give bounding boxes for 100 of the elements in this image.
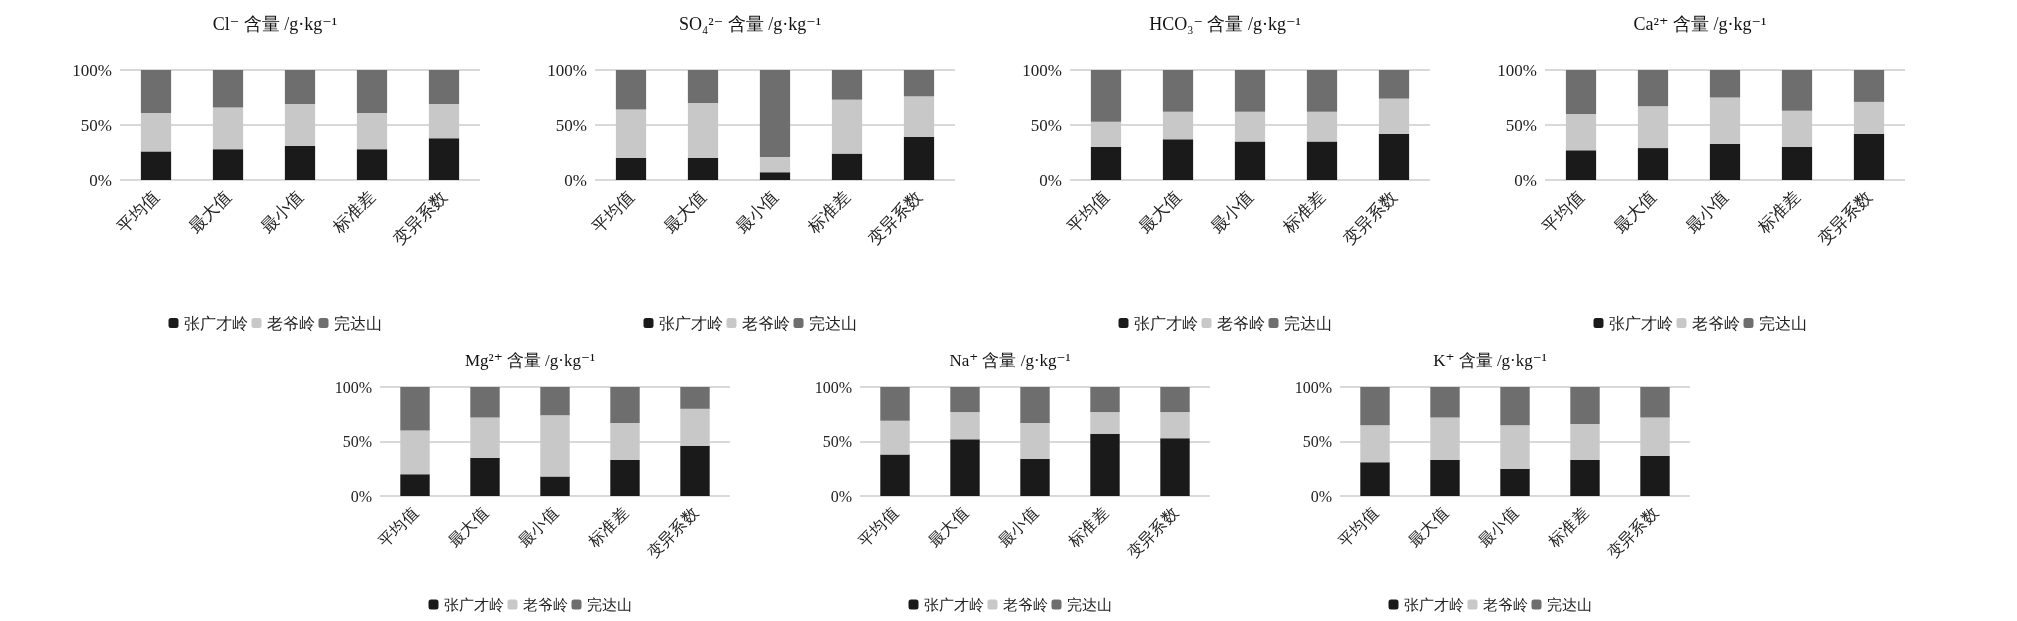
- bar: [400, 387, 430, 431]
- bar: [950, 387, 980, 413]
- bar: [903, 137, 935, 180]
- y-tick-label: 50%: [822, 433, 852, 450]
- y-tick-label: 100%: [547, 60, 587, 80]
- bar: [284, 104, 316, 146]
- bar: [1090, 433, 1120, 496]
- chart-title: HCO₃⁻ 含量 /g·kg⁻¹: [1149, 14, 1301, 34]
- bar: [880, 387, 910, 421]
- bar: [687, 158, 719, 180]
- bar: [540, 387, 570, 416]
- bar: [1500, 387, 1530, 426]
- bar: [1090, 387, 1120, 413]
- y-tick-label: 50%: [1302, 433, 1332, 450]
- legend-label: 老爷岭: [1482, 596, 1528, 613]
- bar: [1090, 121, 1122, 147]
- bar: [1234, 111, 1266, 142]
- legend-label: 完达山: [1546, 596, 1592, 613]
- x-tick-label: 变异系数: [643, 503, 702, 562]
- bar: [140, 112, 172, 152]
- x-tick-label: 最大值: [1405, 503, 1452, 550]
- bar: [1160, 412, 1190, 439]
- bar: [1162, 111, 1194, 140]
- bar: [1430, 460, 1460, 496]
- bar: [759, 70, 791, 157]
- bar: [1360, 425, 1390, 463]
- bar: [687, 70, 719, 103]
- y-tick-label: 50%: [1505, 115, 1537, 135]
- y-tick-label: 100%: [814, 378, 852, 396]
- bar: [1709, 143, 1741, 180]
- x-tick-label: 标准差: [1544, 503, 1592, 551]
- bar: [1378, 98, 1410, 134]
- x-tick-label: 最大值: [1135, 187, 1185, 237]
- bar: [610, 460, 640, 496]
- bar: [880, 454, 910, 496]
- bar: [759, 172, 791, 180]
- bar: [831, 153, 863, 180]
- x-tick-label: 最大值: [185, 187, 235, 237]
- bar: [1565, 70, 1597, 114]
- x-tick-label: 最大值: [925, 503, 972, 550]
- bar: [1853, 133, 1885, 180]
- bar: [140, 70, 172, 113]
- bar: [1570, 387, 1600, 425]
- bar: [356, 112, 388, 150]
- x-tick-label: 最小值: [732, 187, 782, 237]
- chart-title: Na⁺ 含量 /g·kg⁻¹: [949, 351, 1071, 370]
- x-tick-label: 最小值: [1682, 187, 1732, 237]
- y-tick-label: 0%: [89, 170, 112, 190]
- bar: [1637, 148, 1669, 180]
- bar: [615, 109, 647, 158]
- y-tick-label: 100%: [1294, 378, 1332, 396]
- bar: [1781, 110, 1813, 147]
- legend-label: 老爷岭: [522, 596, 568, 613]
- legend-label: 完达山: [1066, 596, 1112, 613]
- bar: [903, 96, 935, 138]
- bar: [1709, 70, 1741, 98]
- bar: [950, 412, 980, 440]
- bar: [1162, 139, 1194, 180]
- x-tick-label: 平均值: [1063, 187, 1113, 237]
- bar: [1360, 462, 1390, 496]
- bar: [400, 474, 430, 496]
- x-tick-label: 变异系数: [1123, 503, 1182, 562]
- chart-title: Cl⁻ 含量 /g·kg⁻¹: [212, 14, 338, 34]
- legend-label: 张广才岭: [443, 596, 504, 613]
- bar: [356, 70, 388, 113]
- bar: [1430, 417, 1460, 461]
- bar: [1565, 114, 1597, 151]
- bar: [1020, 422, 1050, 459]
- legend-label: 张广才岭: [658, 314, 723, 332]
- bar: [831, 99, 863, 154]
- x-tick-label: 标准差: [803, 187, 854, 238]
- y-tick-label: 0%: [350, 487, 372, 505]
- bar: [212, 70, 244, 108]
- bar: [470, 417, 500, 458]
- bar: [356, 149, 388, 180]
- bar: [284, 70, 316, 105]
- y-tick-label: 50%: [1030, 115, 1062, 135]
- bar: [680, 445, 710, 496]
- bar: [610, 422, 640, 461]
- chart-title: SO₄²⁻ 含量 /g·kg⁻¹: [678, 14, 822, 34]
- x-tick-label: 平均值: [1538, 187, 1588, 237]
- x-tick-label: 平均值: [113, 187, 163, 237]
- x-tick-label: 平均值: [855, 503, 902, 550]
- bar: [903, 70, 935, 97]
- legend-label: 完达山: [1283, 314, 1332, 332]
- legend-label: 张广才岭: [1608, 314, 1673, 332]
- bar: [687, 103, 719, 158]
- y-tick-label: 0%: [830, 487, 852, 505]
- bar: [470, 457, 500, 496]
- x-tick-label: 最小值: [995, 503, 1042, 550]
- bar: [1378, 133, 1410, 180]
- bar: [1640, 387, 1670, 418]
- x-tick-label: 标准差: [584, 503, 632, 551]
- y-tick-label: 100%: [334, 378, 372, 396]
- legend-label: 老爷岭: [266, 314, 315, 332]
- bar: [759, 156, 791, 173]
- y-tick-label: 0%: [1514, 170, 1537, 190]
- legend-label: 张广才岭: [1403, 596, 1464, 613]
- y-tick-label: 50%: [80, 115, 112, 135]
- bar: [1234, 141, 1266, 180]
